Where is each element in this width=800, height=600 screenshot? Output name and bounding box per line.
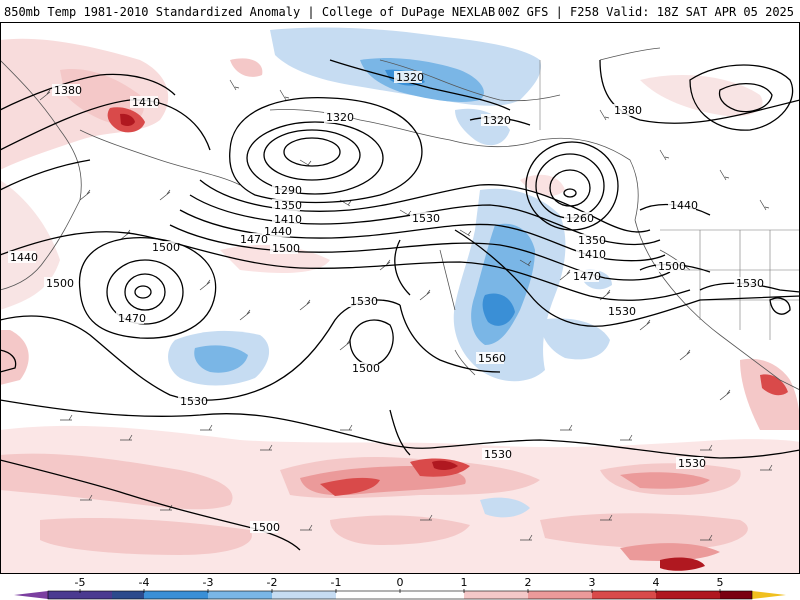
contour-label: 1440 (670, 199, 698, 212)
wind-barbs (39, 79, 773, 541)
contour-label: 1500 (272, 242, 300, 255)
contour-label: 1530 (608, 305, 636, 318)
contour-label: 1530 (678, 457, 706, 470)
contour-label: 1530 (412, 212, 440, 225)
contour-label: 1320 (396, 71, 424, 84)
colorbar-tick-label: 5 (717, 576, 724, 589)
contour-label: 1350 (578, 234, 606, 247)
colorbar-tick-label: -3 (203, 576, 214, 589)
contour-label: 1530 (180, 395, 208, 408)
contour-label: 1500 (352, 362, 380, 375)
contour-label: 1380 (614, 104, 642, 117)
colorbar-segment (208, 591, 272, 599)
colorbar-tick-label: -4 (139, 576, 150, 589)
contour-label: 1530 (350, 295, 378, 308)
colorbar-tick-label: -1 (331, 576, 342, 589)
colorbar-segment (592, 591, 656, 599)
colorbar-segment (464, 591, 528, 599)
colorbar-segment (656, 591, 720, 599)
anomaly-map: 1380 1410 1320 1320 1320 1380 1290 1350 … (0, 22, 800, 574)
contour-label: 1500 (252, 521, 280, 534)
contour-label: 1260 (566, 212, 594, 225)
contour-label: 1320 (326, 111, 354, 124)
contour-label: 1410 (578, 248, 606, 261)
colorbar-tick-label: -5 (75, 576, 86, 589)
contour-label: 1380 (54, 84, 82, 97)
contour-labels: 1380 1410 1320 1320 1320 1380 1290 1350 … (8, 71, 764, 534)
contour-label: 1500 (152, 241, 180, 254)
contour-label: 1290 (274, 184, 302, 197)
colorbar-segment (336, 591, 400, 599)
contour-label: 1530 (484, 448, 512, 461)
contour-label: 1530 (736, 277, 764, 290)
contour-label: 1470 (118, 312, 146, 325)
colorbar-tick-label: 1 (461, 576, 468, 589)
map-header: 850mb Temp 1981-2010 Standardized Anomal… (0, 0, 800, 22)
contour-label: 1470 (240, 233, 268, 246)
colorbar-tick-label: 4 (653, 576, 660, 589)
colorbar-tick-label: -2 (267, 576, 278, 589)
negative-anomaly-shading (168, 27, 612, 518)
contour-label: 1410 (274, 213, 302, 226)
contour-label: 1320 (483, 114, 511, 127)
colorbar-tick-label: 0 (397, 576, 404, 589)
contour-label: 1470 (573, 270, 601, 283)
contour-label: 1410 (132, 96, 160, 109)
colorbar-segment (720, 591, 752, 599)
contour-label: 1500 (46, 277, 74, 290)
colorbar-segment (528, 591, 592, 599)
anomaly-colorbar: -5 -4 -3 -2 -1 0 1 2 3 4 5 (0, 574, 800, 600)
colorbar-segment (112, 591, 144, 599)
contour-label: 1560 (478, 352, 506, 365)
colorbar-segment (272, 591, 336, 599)
contour-label: 1440 (10, 251, 38, 264)
contour-label: 1350 (274, 199, 302, 212)
height-contours (0, 59, 800, 551)
colorbar-tick-label: 3 (589, 576, 596, 589)
colorbar-segment (400, 591, 464, 599)
map-title: 850mb Temp 1981-2010 Standardized Anomal… (4, 5, 496, 19)
model-run-info: 00Z GFS | F258 Valid: 18Z SAT APR 05 202… (497, 5, 794, 19)
contour-label: 1440 (264, 225, 292, 238)
colorbar-segment (144, 591, 208, 599)
colorbar-segment (48, 591, 112, 599)
colorbar-tick-label: 2 (525, 576, 532, 589)
contour-label: 1500 (658, 260, 686, 273)
